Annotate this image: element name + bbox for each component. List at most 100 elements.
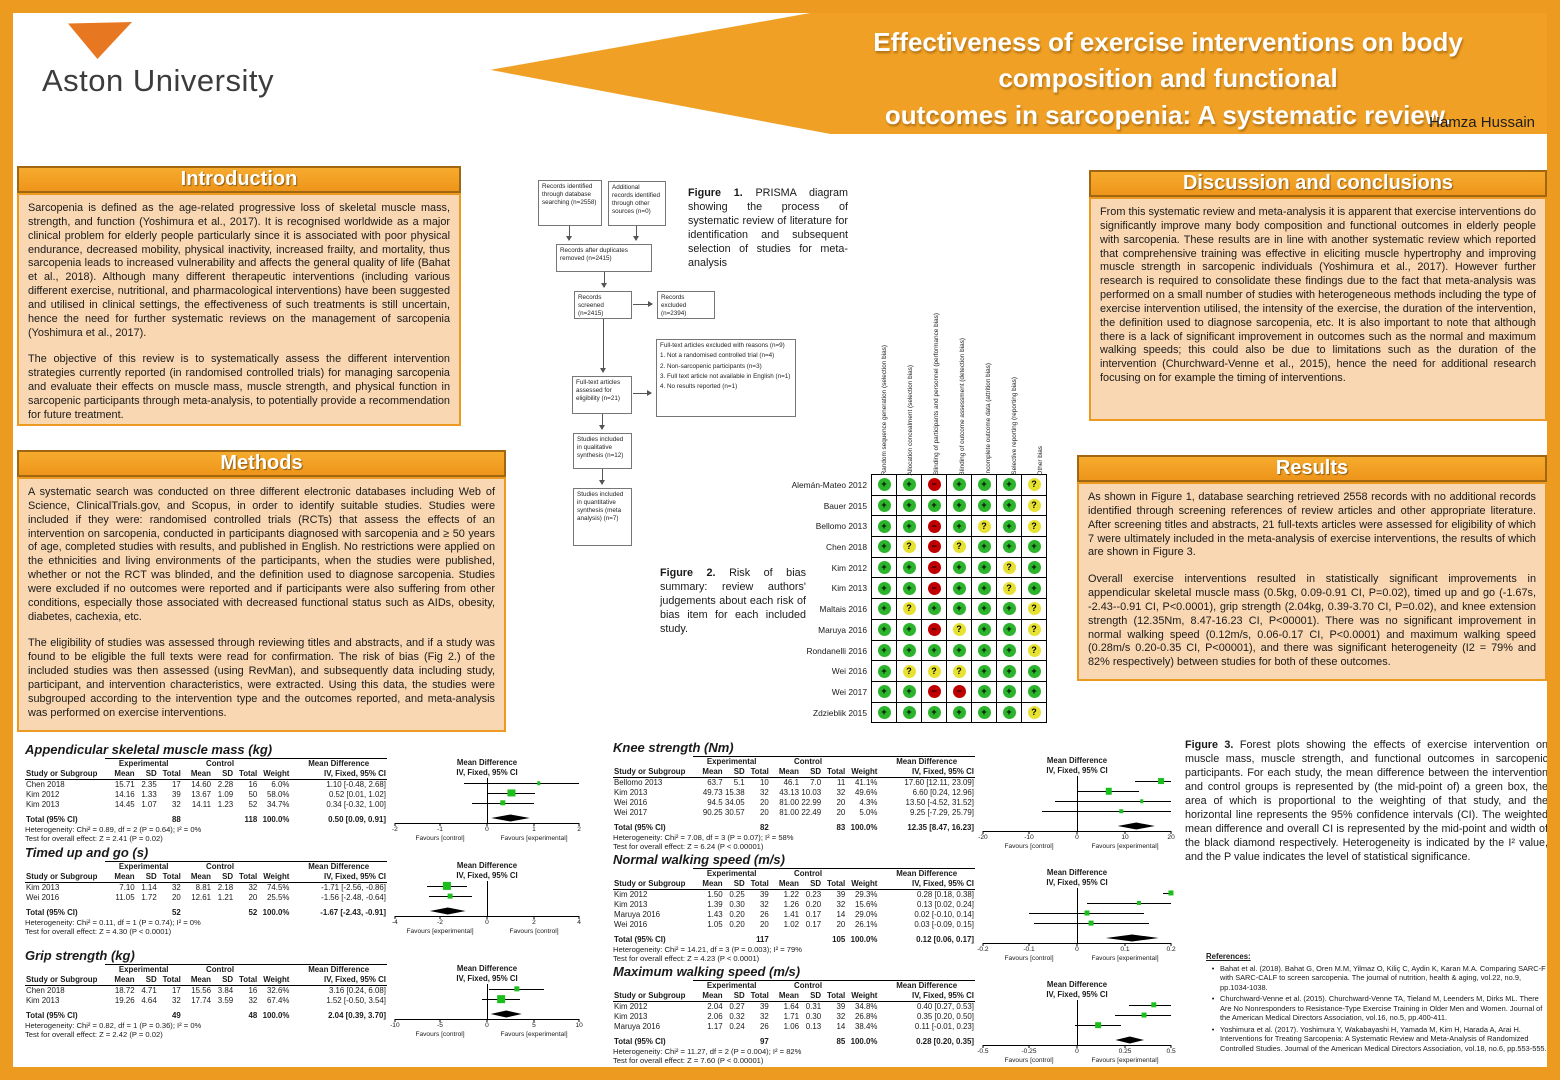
axis-tick-label: -4 [391, 919, 398, 926]
column-header: IV, Fixed, 95% CI [878, 879, 975, 890]
bias-judgement-high-icon: − [927, 540, 941, 554]
bias-cell: + [971, 639, 997, 662]
reference-text: Yoshimura et al. (2017). Yoshimura Y, Wa… [1220, 1024, 1547, 1053]
overall-effect-text: Test for overall effect: Z = 4.23 (P < 0… [613, 954, 760, 963]
figure3-caption: Figure 3. Forest plots showing the effec… [1185, 738, 1548, 864]
page-title: Effectiveness of exercise interventions … [805, 24, 1531, 133]
graph-header: Mean Difference IV, Fixed, 95% CI [456, 861, 518, 880]
bias-study-label: Maltais 2016 [819, 604, 868, 615]
column-header: Weight [846, 991, 879, 1002]
forest-plot-timed-up-and-go: Timed up and go (s) Experimental Control M… [25, 845, 581, 938]
forest-graph: Mean Difference IV, Fixed, 95% CI -20 -10 0… [978, 756, 1175, 853]
favours-right-label: Favours [control] [509, 928, 559, 935]
prisma-reasons-title: Full-text articles excluded with reasons… [660, 342, 785, 349]
prisma-arrow [633, 226, 639, 241]
bias-judgement-low-icon: + [877, 540, 891, 554]
bias-judgement-low-icon: + [1027, 540, 1041, 554]
total-row: Total (95% CI) 117 105 100.0% 0.12 [0.06, 0.… [614, 935, 974, 944]
zero-line [487, 881, 488, 916]
axis-tick-label: 10 [1121, 834, 1129, 841]
bias-cell: + [971, 701, 997, 724]
bias-study-label: Zdzieblik 2015 [812, 707, 867, 718]
heterogeneity-text: Heterogeneity: Chi² = 0.11, df = 1 (P = … [25, 918, 201, 927]
effect-marker [497, 995, 506, 1003]
heterogeneity-text: Heterogeneity: Chi² = 0.89, df = 2 (P = … [25, 825, 202, 834]
bias-study-label: Rondanelli 2016 [806, 645, 867, 656]
axis-tick-label: 0 [1075, 946, 1079, 953]
favours-left-label: Favours [control] [1004, 843, 1054, 850]
bias-cell: − [921, 577, 947, 600]
bias-judgement-unclear-icon: ? [902, 540, 916, 554]
bias-judgement-low-icon: + [1002, 664, 1016, 678]
effect-marker [536, 781, 541, 785]
bias-row: Maltais 2016 +? + + + +? [752, 598, 1054, 620]
group-experimental: Experimental [105, 758, 182, 769]
study-row: Wei 2016 1.05 0.20 20 1.02 0.17 20 26.1% 0.03 [-… [614, 920, 974, 929]
forest-plot-title: Timed up and go (s) [25, 845, 149, 860]
column-header: Study or Subgroup [613, 879, 694, 890]
column-header: SD [211, 872, 235, 883]
bias-judgement-low-icon: + [977, 499, 991, 513]
bias-judgement-unclear-icon: ? [1027, 602, 1041, 616]
bias-cell: + [946, 474, 972, 496]
bias-cell: ? [996, 577, 1022, 600]
column-header: Total [745, 767, 770, 778]
bias-cell: + [921, 494, 947, 517]
total-row: Total (95% CI) 52 52 100.0% -1.67 [-2.43, -0… [26, 908, 386, 917]
column-header-row: Study or Subgroup Mean SD Total Mean SD Total W… [25, 769, 387, 780]
bias-judgement-low-icon: + [1002, 478, 1016, 492]
results-paragraph-1: As shown in Figure 1, database searching… [1088, 491, 1536, 559]
risk-of-bias-figure: Random sequence generation (selection bi… [752, 238, 1054, 724]
bias-judgement-low-icon: + [1002, 685, 1016, 699]
bias-judgement-low-icon: + [877, 602, 891, 616]
bias-judgement-unclear-icon: ? [1027, 623, 1041, 637]
figure2-caption-text: Risk of bias summary: review authors' ju… [660, 567, 806, 636]
axis-tick-label: 0 [485, 919, 489, 926]
bias-judgement-low-icon: + [927, 602, 941, 616]
prisma-reason-4: 4. No results reported (n=1) [660, 383, 738, 391]
bias-cell: ? [971, 515, 997, 538]
bias-cell: − [921, 618, 947, 641]
column-header: Mean [693, 991, 724, 1002]
bias-judgement-low-icon: + [1027, 561, 1041, 575]
bias-row: Zdzieblik 2015 + + + + + +? [752, 701, 1054, 724]
forest-plot-title: Knee strength (Nm) [613, 740, 734, 755]
bias-judgement-high-icon: − [927, 478, 941, 492]
bias-row: Wei 2016 +??? + + + [752, 660, 1054, 682]
bias-study-label: Kim 2012 [831, 562, 867, 573]
bias-cell: ? [1021, 618, 1047, 641]
bias-judgement-unclear-icon: ? [1027, 499, 1041, 513]
group-header-row: Experimental Control Mean Difference [613, 756, 975, 767]
bias-cell: + [996, 660, 1022, 682]
axis-tick-label: 20 [1167, 834, 1175, 841]
column-header: Total [745, 991, 770, 1002]
axis-tick [1028, 831, 1030, 834]
prisma-reason-1: 1. Not a randomised controlled trial (n=… [660, 352, 775, 360]
axis-tick [1076, 943, 1078, 946]
bias-cell: + [1021, 556, 1047, 579]
axis-tick-label: 2 [577, 826, 581, 833]
graph-header: Mean Difference IV, Fixed, 95% CI [456, 964, 518, 983]
axis-tick [1124, 943, 1126, 946]
axis-tick-label: 10 [575, 1022, 583, 1029]
bias-cell: + [971, 556, 997, 579]
bias-row: Kim 2012 + + − + +? + [752, 556, 1054, 579]
forest-graph: Mean Difference IV, Fixed, 95% CI -0.2 -0.… [977, 868, 1175, 965]
column-header: Mean [181, 872, 212, 883]
forest-table: Experimental Control Mean Difference Study… [25, 964, 387, 1021]
column-header: Weight [258, 975, 291, 986]
bias-cell: + [871, 660, 897, 682]
axis-tick-label: 0.25 [1118, 1048, 1132, 1055]
bias-column-header: Other bias [1028, 238, 1054, 475]
favours-left-label: Favours [experimental] [406, 928, 474, 935]
bias-cell: + [971, 618, 997, 641]
bias-cell: + [946, 556, 972, 579]
bias-judgement-low-icon: + [877, 561, 891, 575]
figure2-caption: Figure 2. Risk of bias summary: review a… [660, 566, 806, 636]
heterogeneity-text: Heterogeneity: Chi² = 0.82, df = 1 (P = … [25, 1021, 202, 1030]
forest-plot-grip-strength: Grip strength (kg) Experimental Control Me… [25, 948, 583, 1041]
axis-tick [578, 823, 580, 826]
bias-study-label: Maruya 2016 [818, 624, 867, 635]
column-header: Total [234, 769, 259, 780]
references-heading: References: [1206, 952, 1251, 961]
